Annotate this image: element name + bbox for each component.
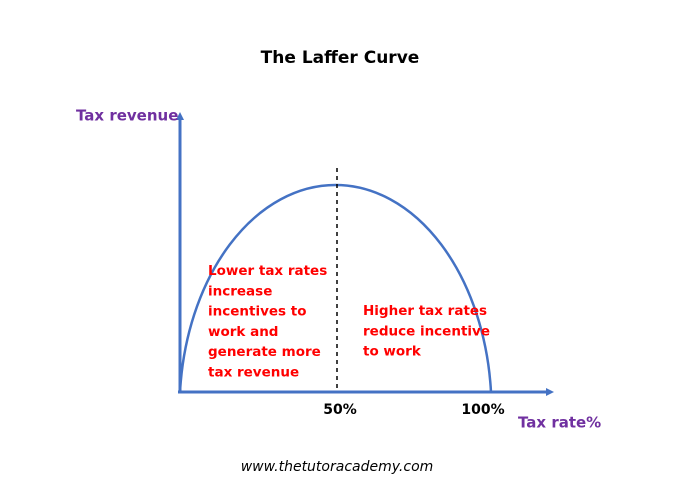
note-line: Lower tax rates [208,263,327,279]
x-label: 50% [323,402,357,418]
note-line: work and [208,324,278,340]
note-line: to work [363,344,422,360]
left-note: Lower tax rates increase incentives to work… [208,263,327,381]
note-line: tax revenue [208,365,299,381]
footer: www.thetutoracademy.com [241,459,434,475]
note-line: Higher tax rates [363,303,487,319]
laffer-curve [178,183,493,393]
x-axis-label: Tax rate% [518,414,601,432]
note-line: reduce incentive [363,323,490,339]
title: The Laffer Curve [261,48,420,68]
y-axis-label: Tax revenue [76,107,178,125]
right-note: Higher tax rates reduce incentive to work [363,303,490,360]
x-label: 100% [461,402,504,418]
note-line: incentives to [208,304,307,320]
note-line: generate more [208,344,321,360]
note-line: increase [208,283,272,299]
